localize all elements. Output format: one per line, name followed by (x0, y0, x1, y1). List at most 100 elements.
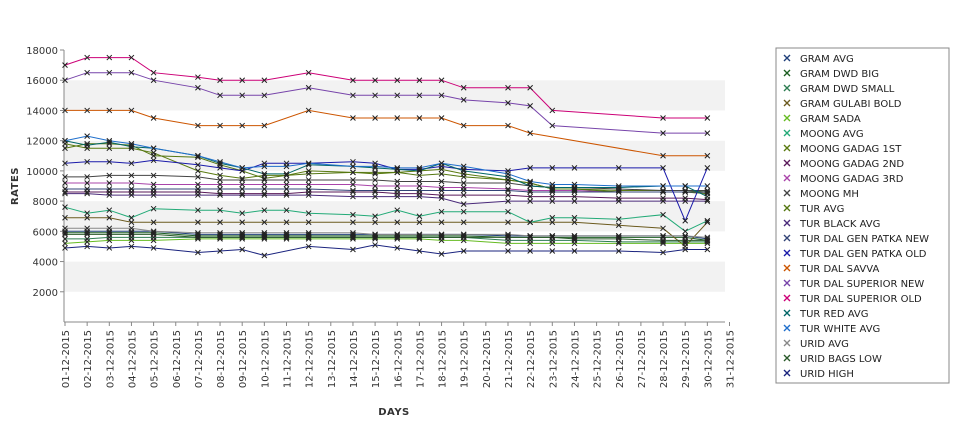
data-point-marker (372, 236, 378, 242)
data-point-marker (416, 166, 423, 173)
data-point-marker (217, 186, 223, 192)
data-point-marker (283, 181, 290, 188)
data-point-marker (150, 219, 157, 226)
data-point-marker (62, 236, 68, 242)
data-point-marker (660, 187, 666, 194)
legend-marker (783, 129, 791, 137)
data-point-marker (239, 210, 246, 217)
legend-marker (783, 324, 791, 332)
data-point-marker (128, 180, 135, 186)
x-tick-label: 17-12-2015 (415, 330, 426, 388)
data-point-marker (283, 219, 290, 226)
x-tick-label: 25-12-2015 (593, 330, 604, 388)
data-point-marker (505, 240, 511, 247)
data-point-marker (195, 229, 201, 236)
data-point-marker (239, 229, 246, 236)
data-point-marker (128, 219, 135, 226)
data-point-marker (62, 245, 68, 251)
x-tick-label: 31-12-2015 (726, 330, 737, 388)
data-point-marker (372, 234, 378, 241)
data-point-marker (283, 177, 290, 183)
y-tick-label: 6000 (33, 227, 58, 238)
data-point-marker (416, 219, 423, 226)
data-point-marker (704, 219, 711, 226)
legend-label: TUR WHITE AVG (799, 324, 880, 335)
legend-item: TUR DAL GEN PATKA NEW (783, 234, 929, 245)
data-point-marker (84, 210, 91, 217)
data-point-marker (372, 165, 378, 171)
data-point-marker (283, 234, 290, 241)
data-point-marker (305, 186, 312, 192)
data-point-marker (660, 239, 666, 245)
legend-label: MOONG GADAG 1ST (800, 144, 902, 155)
data-point-marker (261, 219, 268, 226)
data-point-marker (62, 160, 68, 167)
data-point-marker (217, 122, 223, 129)
grid-band (64, 201, 725, 232)
x-tick-label: 19-12-2015 (460, 330, 471, 388)
data-point-marker (239, 122, 246, 129)
data-point-marker (505, 171, 511, 177)
legend-item: MOONG AVG (783, 129, 864, 140)
grid-band (64, 110, 725, 141)
data-point-marker (704, 246, 711, 253)
data-point-marker (283, 190, 290, 197)
data-point-marker (217, 192, 223, 198)
data-point-marker (150, 145, 157, 152)
legend-marker (783, 249, 791, 257)
data-point-marker (283, 186, 290, 192)
data-point-marker (261, 163, 268, 170)
data-point-marker (615, 216, 622, 223)
data-point-marker (217, 177, 223, 183)
data-point-marker (150, 172, 157, 179)
data-point-marker (350, 177, 356, 183)
data-point-marker (416, 178, 423, 185)
data-point-marker (305, 229, 312, 236)
data-point-marker (505, 248, 511, 254)
data-point-marker (195, 122, 201, 129)
data-point-marker (195, 236, 201, 242)
data-point-marker (438, 234, 445, 241)
data-point-marker (350, 246, 356, 253)
data-point-marker (62, 174, 68, 180)
legend-label: URID HIGH (800, 369, 854, 380)
data-point-marker (305, 160, 312, 167)
legend-label: TUR DAL SUPERIOR OLD (799, 294, 922, 305)
data-point-marker (571, 214, 578, 221)
data-point-marker (549, 165, 556, 171)
data-point-marker (283, 171, 290, 177)
grid-band (64, 140, 725, 171)
data-point-marker (106, 145, 113, 152)
data-point-marker (62, 240, 68, 247)
data-point-marker (350, 229, 356, 236)
data-point-marker (62, 190, 68, 197)
data-point-marker (505, 84, 511, 91)
data-point-marker (372, 169, 378, 176)
data-point-marker (305, 236, 312, 242)
data-point-marker (505, 186, 511, 192)
data-point-marker (150, 229, 157, 236)
legend-item: TUR DAL GEN PATKA OLD (783, 249, 927, 260)
data-point-marker (239, 234, 246, 241)
data-point-marker (615, 165, 622, 171)
data-point-marker (283, 236, 290, 242)
x-tick-label: 22-12-2015 (526, 330, 537, 388)
legend-item: GRAM AVG (783, 54, 854, 65)
data-point-marker (660, 130, 666, 136)
data-point-marker (195, 152, 201, 159)
data-point-marker (84, 229, 91, 236)
legend-marker (783, 144, 791, 152)
legend-items: GRAM AVG GRAM DWD BIG GRAM DWD SMALL GRAM G… (783, 54, 929, 380)
data-point-marker (195, 168, 201, 174)
data-point-marker (128, 214, 135, 221)
data-point-marker (682, 233, 689, 239)
data-point-marker (62, 137, 68, 144)
data-point-marker (460, 219, 467, 226)
data-point-marker (505, 208, 511, 215)
data-point-marker (460, 234, 467, 241)
x-tick-label: 30-12-2015 (703, 330, 714, 388)
data-point-marker (62, 229, 68, 236)
data-point-marker (615, 198, 622, 204)
legend-marker (783, 234, 791, 242)
